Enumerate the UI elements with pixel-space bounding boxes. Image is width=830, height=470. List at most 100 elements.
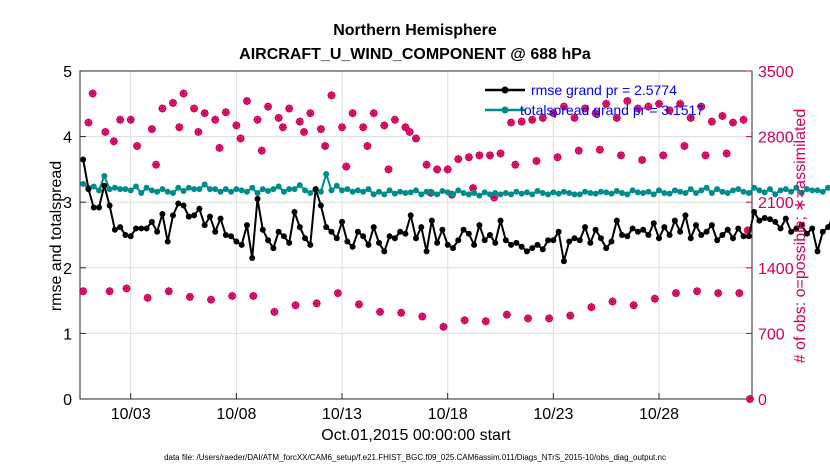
series-point-totalspread (629, 187, 636, 194)
series-point-rmse (603, 245, 610, 252)
series-point-rmse (249, 254, 256, 261)
series-point-rmse (608, 238, 615, 245)
series-point-rmse (819, 228, 826, 235)
series-point-rmse (397, 228, 404, 235)
series-point-totalspread (127, 187, 134, 194)
series-point-totalspread (471, 190, 478, 197)
series-point-totalspread (545, 191, 552, 198)
series-point-rmse (481, 237, 488, 244)
series-point-totalspread (265, 188, 272, 195)
series-point-rmse (413, 235, 419, 242)
obs-assimilated-point (722, 149, 731, 158)
series-point-totalspread (354, 187, 361, 194)
y-right-tick-label: 2800 (758, 130, 794, 147)
series-point-totalspread (756, 187, 763, 194)
series-point-rmse (803, 230, 810, 237)
series-point-rmse (101, 182, 108, 189)
series-point-rmse (777, 225, 784, 232)
series-point-totalspread (640, 190, 647, 197)
series-point-totalspread (703, 184, 710, 191)
series-point-rmse (90, 204, 97, 211)
y-left-tick-label: 3 (63, 195, 72, 212)
series-point-totalspread (650, 191, 657, 198)
series-point-totalspread (449, 191, 456, 198)
series-point-rmse (111, 226, 118, 233)
series-point-rmse (291, 209, 298, 216)
series-point-rmse (761, 214, 768, 221)
series-point-totalspread (719, 188, 726, 195)
series-point-rmse (629, 225, 636, 232)
series-point-rmse (677, 228, 684, 235)
series-point-rmse (323, 224, 330, 231)
obs-assimilated-point (369, 109, 378, 118)
series-point-totalspread (270, 186, 277, 193)
y-axis-left-label: rmse and totalspread (48, 161, 65, 311)
series-point-rmse (645, 232, 652, 238)
series-point-rmse (185, 213, 192, 220)
series-point-rmse (259, 226, 266, 233)
obs-assimilated-point (207, 295, 216, 304)
obs-assimilated-point (629, 301, 638, 310)
series-point-rmse (191, 212, 198, 219)
obs-assimilated-point (211, 115, 220, 124)
obs-assimilated-point (633, 104, 642, 113)
obs-assimilated-point (735, 289, 744, 298)
series-point-rmse (222, 232, 229, 238)
series-point-totalspread (291, 186, 298, 193)
obs-assimilated-point (559, 102, 568, 111)
series-point-rmse (122, 232, 129, 238)
series-point-rmse (597, 235, 604, 242)
series-point-rmse (212, 228, 219, 235)
series-point-rmse (492, 239, 499, 246)
obs-assimilated-point (221, 108, 230, 117)
obs-assimilated-point (390, 115, 399, 124)
series-point-rmse (508, 241, 515, 248)
series-point-rmse (571, 235, 578, 242)
series-point-totalspread (439, 188, 446, 195)
series-point-totalspread (349, 188, 356, 195)
series-point-rmse (159, 211, 166, 218)
series-point-rmse (740, 233, 747, 240)
series-point-rmse (814, 248, 821, 255)
series-point-totalspread (539, 190, 546, 197)
obs-assimilated-point (665, 106, 674, 115)
series-point-totalspread (196, 186, 203, 193)
series-point-rmse (360, 233, 367, 240)
series-point-totalspread (529, 191, 536, 198)
x-axis-label: Oct.01,2015 00:00:00 start (321, 427, 511, 444)
obs-assimilated-point (524, 314, 532, 323)
series-point-totalspread (576, 191, 583, 198)
series-point-totalspread (782, 186, 789, 193)
series-point-rmse (613, 217, 620, 224)
series-point-totalspread (317, 188, 324, 195)
series-point-totalspread (323, 170, 330, 177)
series-point-totalspread (101, 172, 108, 179)
series-point-rmse (751, 209, 758, 216)
series-point-totalspread (677, 188, 684, 195)
obs-assimilated-point (327, 91, 336, 100)
series-point-totalspread (428, 189, 435, 196)
x-tick-label: 10/23 (533, 406, 573, 423)
series-point-totalspread (534, 188, 541, 195)
obs-assimilated-point (481, 317, 490, 326)
obs-assimilated-point (566, 311, 575, 320)
obs-assimilated-point (464, 153, 473, 162)
obs-assimilated-series (79, 89, 754, 403)
obs-assimilated-point (306, 109, 315, 118)
series-point-rmse (449, 245, 456, 252)
series-point-rmse (370, 224, 377, 231)
series-point-rmse (286, 239, 293, 246)
obs-assimilated-point (612, 113, 621, 122)
series-point-totalspread (803, 186, 810, 193)
series-point-rmse (175, 200, 182, 207)
series-point-rmse (793, 225, 800, 232)
x-axis: 10/03 10/08 10/13 10/18 10/23 10/28 (111, 393, 679, 423)
obs-assimilated-point (253, 115, 262, 124)
series-point-totalspread (122, 186, 129, 193)
series-point-rmse (502, 237, 509, 244)
obs-assimilated-point (232, 121, 241, 130)
series-point-rmse (798, 222, 805, 229)
series-point-totalspread (434, 191, 441, 198)
series-point-totalspread (555, 190, 562, 197)
